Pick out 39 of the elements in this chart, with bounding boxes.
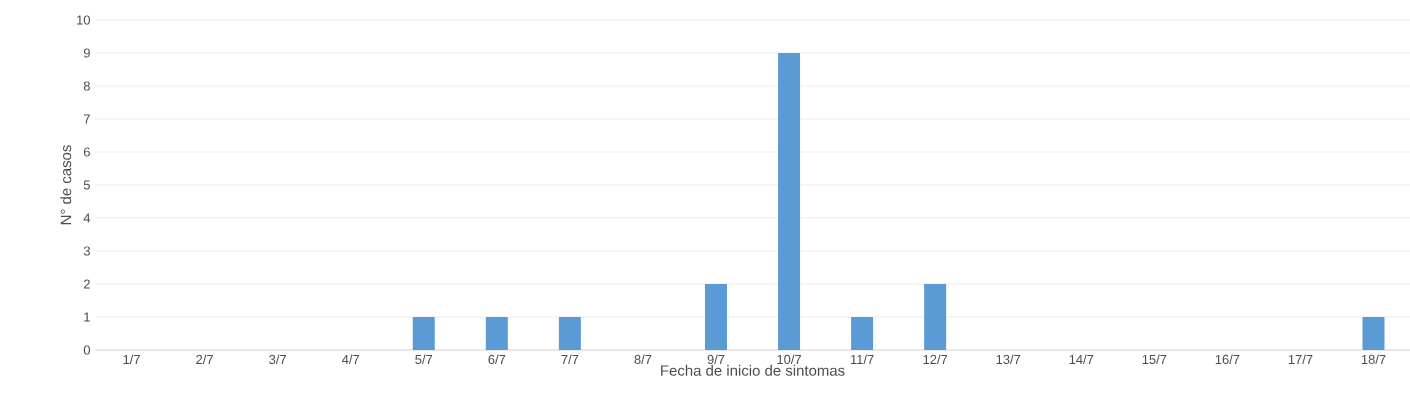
x-tick-label: 11/7 [850,354,874,365]
x-tick-label: 3/7 [269,354,286,365]
x-tick-label: 6/7 [488,354,506,365]
y-tick-label: 7 [83,114,90,124]
x-tick-label: 15/7 [1142,354,1167,365]
y-tick-label: 6 [83,147,90,157]
bar [851,317,874,350]
x-tick-label: 2/7 [196,354,213,365]
bar [412,317,435,350]
x-tick-label: 16/7 [1215,354,1240,365]
x-tick-label: 5/7 [415,354,433,365]
x-tick-label: 9/7 [707,354,725,365]
x-tick-label: 18/7 [1361,354,1386,365]
y-tick-label: 0 [83,345,90,355]
x-tick-label: 14/7 [1069,354,1094,365]
bar [558,317,581,350]
x-tick-label: 8/7 [634,354,652,365]
y-tick-label: 9 [83,48,90,58]
y-tick-label: 5 [83,180,90,190]
y-tick-label: 1 [84,312,90,322]
y-tick-label: 10 [77,15,90,25]
bar [1362,317,1385,350]
x-tick-label: 17/7 [1288,354,1313,365]
y-axis-title: N° de casos [60,145,72,225]
y-tick-label: 8 [83,81,90,91]
y-tick-label: 4 [83,213,91,223]
x-tick-label: 13/7 [996,354,1021,365]
x-axis-title: Fecha de inicio de sintomas [661,364,845,376]
x-tick-label: 7/7 [561,354,579,365]
x-tick-label: 4/7 [342,354,360,365]
bar [924,284,947,350]
x-tick-label: 10/7 [777,354,801,365]
bar [485,317,508,350]
y-tick-label: 2 [83,279,90,289]
bar [778,53,801,350]
x-tick-label: 1/7 [123,354,140,365]
y-tick-label: 3 [83,246,90,256]
x-tick-label: 12/7 [923,354,948,365]
bar [704,284,727,350]
